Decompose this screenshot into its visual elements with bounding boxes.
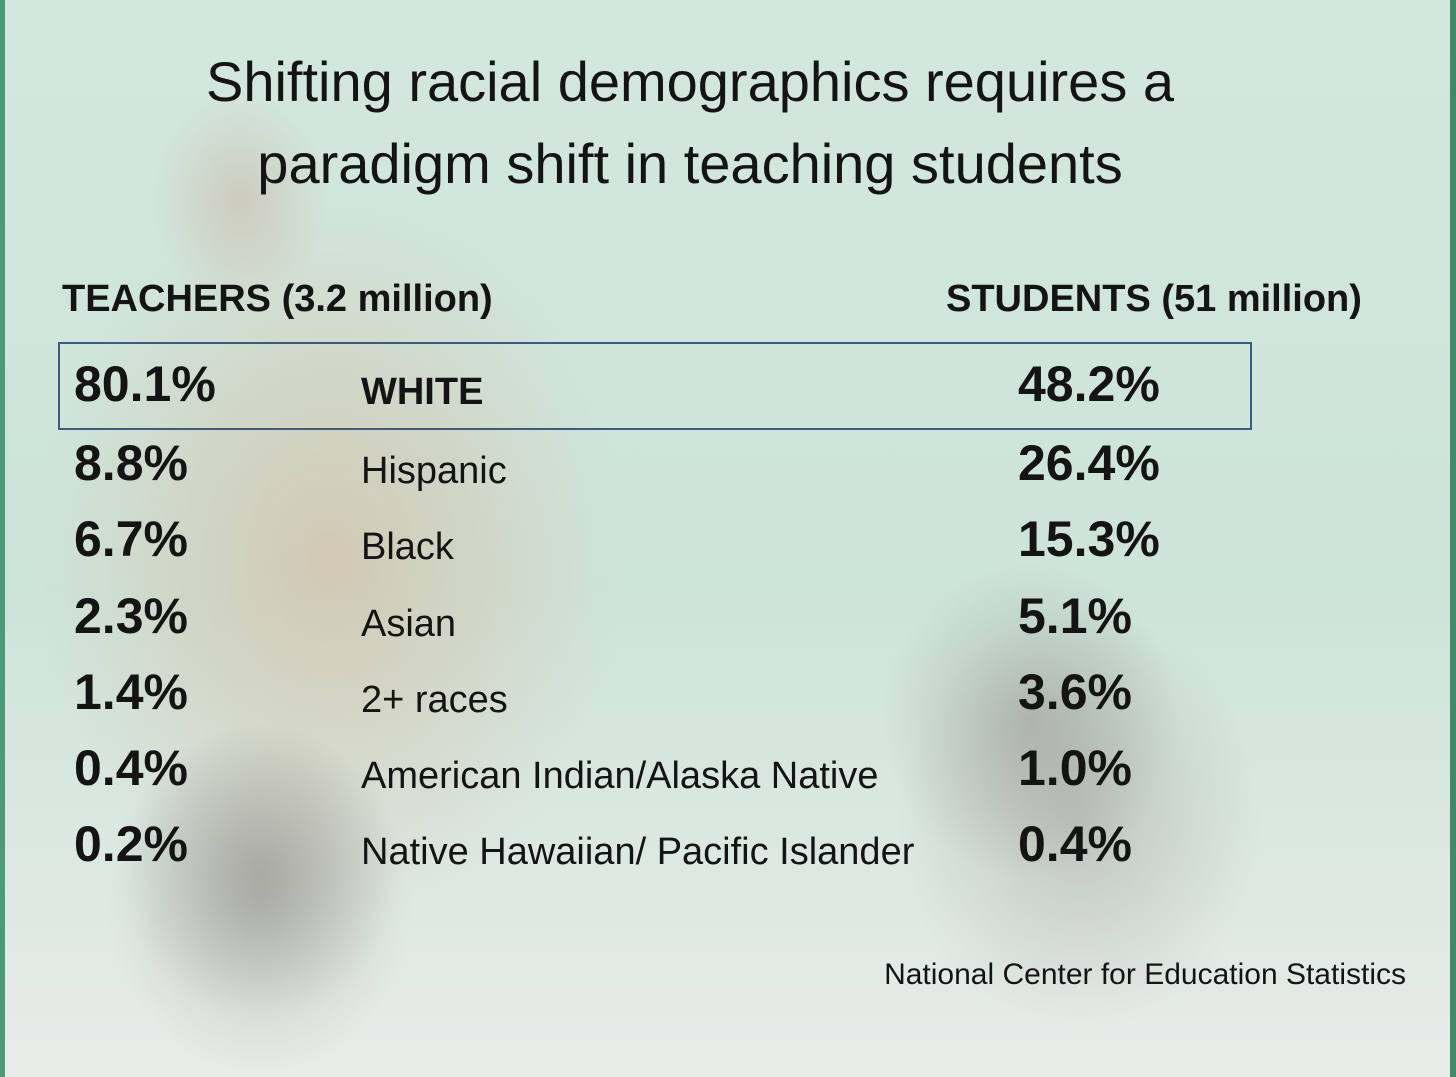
group-label: Asian — [361, 603, 457, 645]
group-label: Black — [361, 526, 454, 568]
group-label: 2+ races — [361, 679, 508, 721]
group-label: American Indian/Alaska Native — [361, 755, 879, 797]
teacher-percent: 0.2% — [74, 816, 188, 872]
right-edge-stripe — [1450, 0, 1456, 1077]
group-label: WHITE — [361, 371, 484, 413]
group-label: Hispanic — [361, 450, 507, 492]
teacher-percent: 80.1% — [74, 356, 216, 412]
table-row: 80.1% WHITE 48.2% — [0, 355, 1456, 431]
student-percent: 48.2% — [1018, 356, 1160, 412]
source-citation: National Center for Education Statistics — [884, 958, 1406, 991]
teachers-header: TEACHERS (3.2 million) — [62, 278, 493, 320]
teacher-percent: 0.4% — [74, 740, 188, 796]
table-row: 1.4% 2+ races 3.6% — [0, 663, 1456, 739]
student-percent: 15.3% — [1018, 511, 1160, 567]
students-header: STUDENTS (51 million) — [946, 278, 1362, 320]
table-row: 8.8% Hispanic 26.4% — [0, 434, 1456, 510]
teacher-percent: 2.3% — [74, 588, 188, 644]
group-label: Native Hawaiian/ Pacific Islander — [361, 831, 915, 873]
teacher-percent: 6.7% — [74, 511, 188, 567]
table-row: 0.2% Native Hawaiian/ Pacific Islander 0… — [0, 815, 1456, 891]
table-row: 0.4% American Indian/Alaska Native 1.0% — [0, 739, 1456, 815]
student-percent: 26.4% — [1018, 435, 1160, 491]
teacher-percent: 8.8% — [74, 435, 188, 491]
slide-title-line-2: paradigm shift in teaching students — [257, 132, 1123, 195]
table-row: 2.3% Asian 5.1% — [0, 587, 1456, 663]
student-percent: 0.4% — [1018, 816, 1132, 872]
left-edge-stripe — [0, 0, 5, 1077]
teacher-percent: 1.4% — [74, 664, 188, 720]
slide-title-line-1: Shifting racial demographics requires a — [205, 50, 1175, 113]
student-percent: 3.6% — [1018, 664, 1132, 720]
white-row-highlight-box — [58, 342, 1252, 430]
table-row: 6.7% Black 15.3% — [0, 510, 1456, 586]
student-percent: 1.0% — [1018, 740, 1132, 796]
student-percent: 5.1% — [1018, 588, 1132, 644]
